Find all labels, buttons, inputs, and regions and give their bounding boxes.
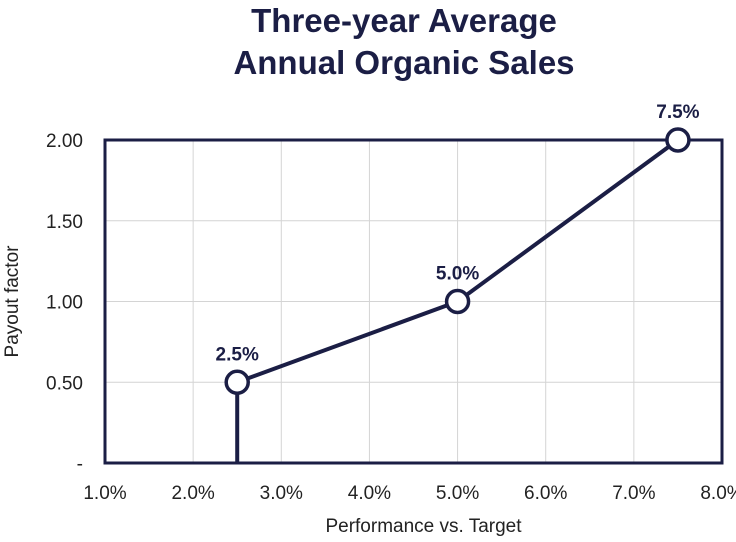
- x-tick-label: 5.0%: [436, 483, 479, 504]
- series-markers: [224, 127, 691, 395]
- y-tick-label: 1.50: [46, 212, 83, 233]
- x-tick-label: 7.0%: [612, 483, 655, 504]
- x-tick-label: 1.0%: [83, 483, 126, 504]
- chart-title: Three-year Average Annual Organic Sales: [0, 0, 736, 84]
- data-point-marker: [665, 127, 691, 153]
- data-point-label: 7.5%: [656, 102, 699, 123]
- y-axis-title: Payout factor: [2, 245, 23, 358]
- x-tick-label: 6.0%: [524, 483, 567, 504]
- y-tick-label: -: [77, 454, 83, 475]
- y-tick-label: 0.50: [46, 373, 83, 394]
- grid-lines: [104, 139, 723, 464]
- point-labels: 2.5% 5.0% 7.5%: [216, 102, 700, 365]
- data-point-marker: [444, 288, 471, 315]
- data-point-marker: [224, 369, 250, 395]
- y-tick-label: 1.00: [46, 293, 83, 314]
- x-axis-title: Performance vs. Target: [325, 516, 522, 537]
- series-line: [235, 138, 680, 463]
- x-tick-label: 3.0%: [260, 483, 303, 504]
- chart-title-line-2: Annual Organic Sales: [233, 44, 575, 81]
- x-tick-label: 4.0%: [348, 483, 391, 504]
- data-point-label: 5.0%: [436, 264, 479, 285]
- x-tick-label: 8.0%: [700, 483, 736, 504]
- plot-frame: [103, 138, 724, 465]
- data-point-label: 2.5%: [216, 344, 259, 365]
- x-tick-label: 2.0%: [171, 483, 214, 504]
- axis-ticks: 1.0% 2.0% 3.0% 4.0% 5.0% 6.0% 7.0% 8.0% - 0.50 1.0…: [46, 131, 736, 504]
- y-tick-label: 2.00: [46, 131, 83, 152]
- chart-title-line-1: Three-year Average: [251, 2, 557, 39]
- series-polyline: [235, 138, 680, 463]
